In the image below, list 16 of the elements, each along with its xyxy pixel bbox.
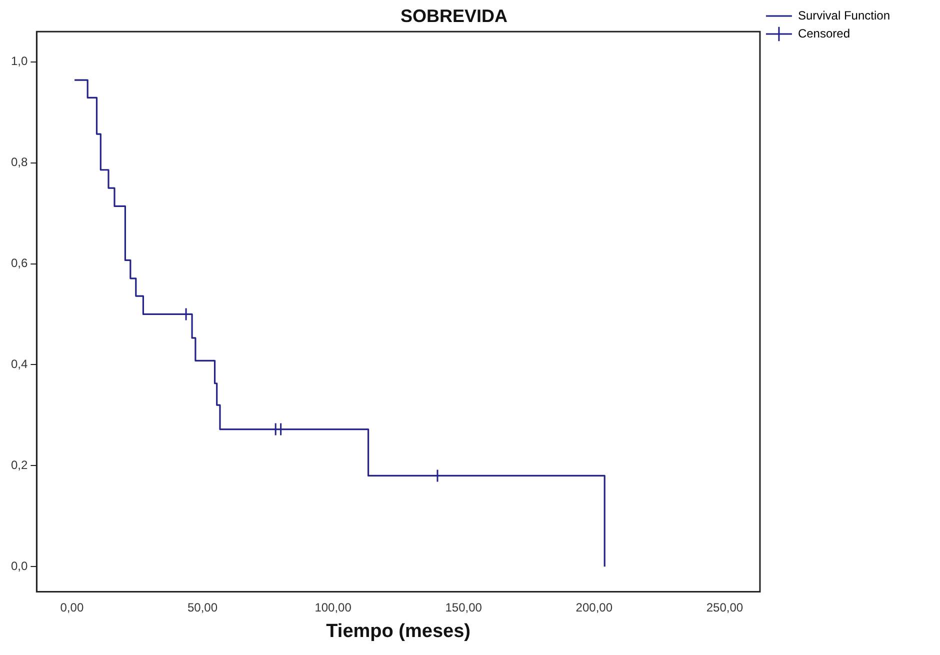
legend-label: Survival Function [798, 8, 890, 22]
y-tick-label: 0,6 [10, 256, 28, 270]
x-tick-label: 150,00 [445, 600, 482, 614]
x-axis-title: Tiempo (meses) [326, 620, 470, 642]
x-tick-label: 0,00 [60, 600, 84, 614]
legend-label: Censored [798, 26, 850, 40]
y-tick-label: 0,4 [10, 357, 28, 372]
x-tick-label: 200,00 [576, 600, 613, 614]
x-tick-label: 100,00 [314, 600, 352, 614]
y-tick-label: 0,2 [10, 458, 28, 472]
y-tick-label: 0,0 [10, 558, 28, 573]
x-tick-label: 50,00 [187, 600, 218, 614]
y-tick-label: 1,0 [10, 54, 28, 68]
x-tick-label: 250,00 [706, 600, 744, 614]
y-tick-label: 0,8 [10, 155, 28, 170]
chart-title: SOBREVIDA [400, 6, 508, 26]
